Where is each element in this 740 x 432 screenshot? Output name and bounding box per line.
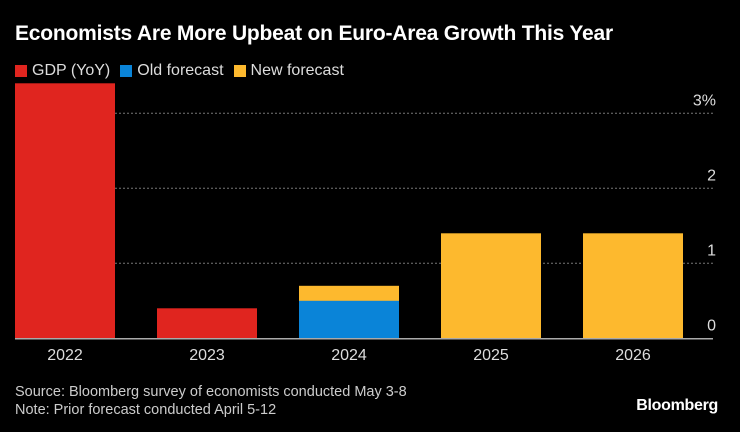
- legend-label: New forecast: [250, 62, 344, 79]
- source-note: Source: Bloomberg survey of economists c…: [15, 383, 407, 419]
- legend-label: GDP (YoY): [32, 62, 111, 79]
- legend-item-new-forecast: New forecast: [233, 62, 344, 80]
- source-text: Source: Bloomberg survey of economists c…: [15, 384, 407, 400]
- x-tick-label: 2026: [615, 347, 651, 364]
- legend-swatch: [233, 65, 246, 77]
- chart-title: Economists Are More Upbeat on Euro-Area …: [15, 22, 613, 45]
- legend-item-gdp: GDP (YoY): [15, 62, 110, 80]
- bloomberg-logo: Bloomberg: [636, 397, 718, 414]
- bar-2026: [583, 233, 683, 339]
- note-text: Note: Prior forecast conducted April 5-1…: [15, 402, 277, 418]
- legend-label: Old forecast: [137, 62, 224, 79]
- legend: GDP (YoY) Old forecast New forecast: [15, 62, 344, 80]
- bar-old-forecast-2024: [299, 300, 399, 339]
- bar-2023: [157, 308, 257, 339]
- bar-2025: [441, 233, 541, 339]
- y-tick-label: 1: [707, 242, 716, 259]
- legend-item-old-forecast: Old forecast: [120, 62, 224, 80]
- bar-2022: [15, 83, 115, 339]
- x-tick-label: 2023: [189, 347, 225, 364]
- legend-swatch: [15, 65, 27, 77]
- legend-swatch: [120, 65, 133, 77]
- y-tick-label: 3%: [693, 92, 716, 109]
- x-tick-label: 2022: [47, 347, 83, 364]
- x-tick-label: 2024: [331, 347, 367, 364]
- x-tick-label: 2025: [473, 347, 509, 364]
- y-tick-label: 0: [707, 317, 716, 334]
- y-tick-label: 2: [707, 167, 716, 184]
